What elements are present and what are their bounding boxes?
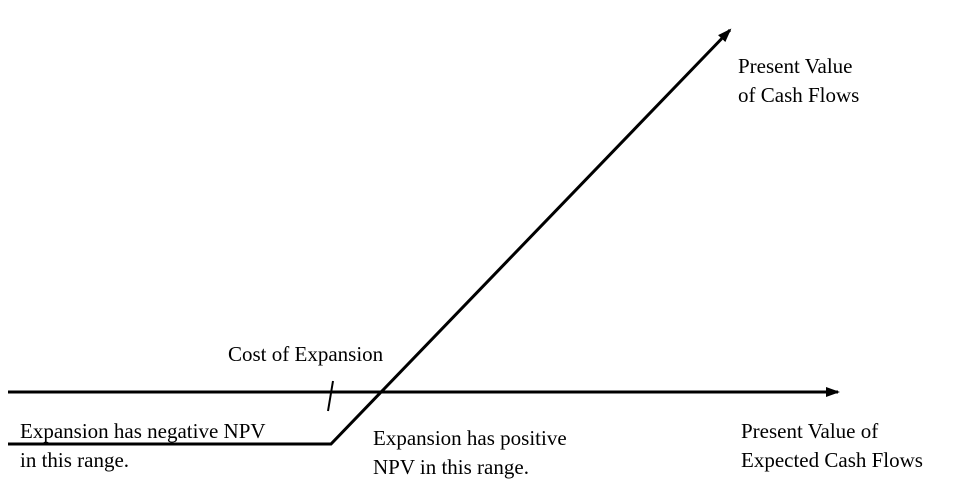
payoff-line [8, 28, 732, 446]
x-axis-label-line1: Present Value of [741, 419, 879, 443]
positive-npv-line2: NPV in this range. [373, 455, 529, 479]
cost-tick [327, 380, 334, 412]
cost-of-expansion-label: Cost of Expansion [228, 340, 383, 369]
positive-npv-line1: Expansion has positive [373, 426, 567, 450]
negative-npv-line2: in this range. [20, 448, 130, 472]
positive-npv-label: Expansion has positive NPV in this range… [373, 424, 567, 482]
negative-npv-line1: Expansion has negative NPV [20, 419, 266, 443]
x-axis-label-line2: Expected Cash Flows [741, 448, 923, 472]
payoff-label-line1: Present Value [738, 54, 853, 78]
x-axis-label: Present Value of Expected Cash Flows [741, 417, 923, 475]
payoff-label: Present Value of Cash Flows [738, 52, 859, 110]
negative-npv-label: Expansion has negative NPV in this range… [20, 417, 266, 475]
payoff-label-line2: of Cash Flows [738, 83, 860, 107]
cost-of-expansion-text: Cost of Expansion [228, 342, 384, 366]
